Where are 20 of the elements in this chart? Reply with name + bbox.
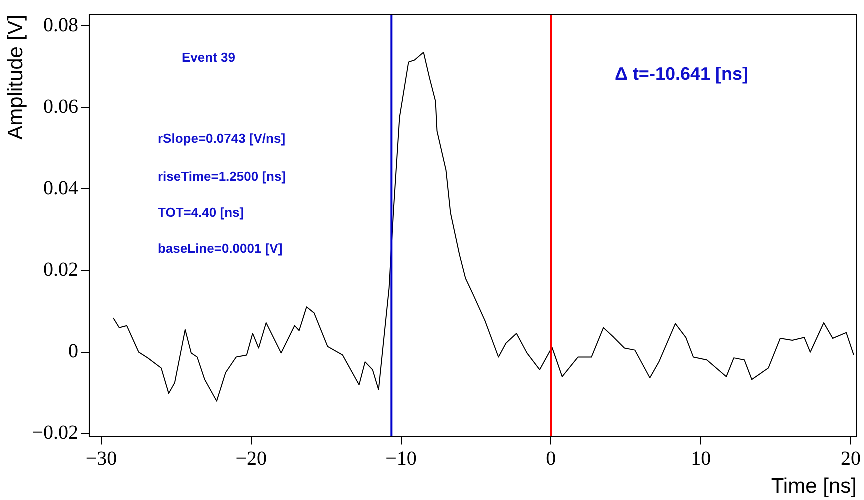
y-axis-title: Amplitude [V]	[4, 15, 28, 140]
x-axis-title: Time [ns]	[771, 475, 857, 498]
x-tick-label: −20	[236, 448, 268, 470]
x-tick-label: −10	[386, 448, 417, 470]
y-tick-label: 0	[68, 340, 78, 363]
annotation: Δ t=-10.641 [ns]	[615, 64, 748, 84]
y-tick-label: 0.02	[43, 259, 78, 282]
y-tick-label: 0.08	[43, 14, 78, 36]
annotation: riseTime=1.2500 [ns]	[158, 169, 286, 184]
annotation: Event 39	[182, 50, 236, 65]
y-tick-label: −0.02	[32, 422, 78, 444]
y-tick-label: 0.06	[43, 96, 78, 118]
x-tick-label: 0	[546, 448, 556, 470]
annotation: baseLine=0.0001 [V]	[158, 241, 283, 256]
x-tick-label: 20	[840, 448, 861, 470]
y-tick-label: 0.04	[43, 177, 78, 200]
x-tick-label: 10	[691, 448, 712, 470]
x-tick-label: −30	[86, 448, 118, 470]
annotation: rSlope=0.0743 [V/ns]	[158, 131, 286, 146]
annotation: TOT=4.40 [ns]	[158, 205, 244, 220]
